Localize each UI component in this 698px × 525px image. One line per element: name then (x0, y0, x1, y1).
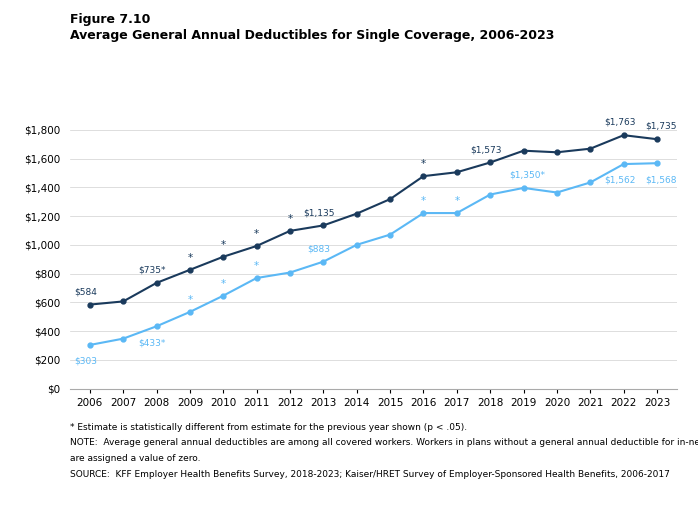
Text: *: * (187, 253, 193, 263)
Text: $1,568: $1,568 (646, 175, 677, 184)
Text: $1,573: $1,573 (470, 145, 502, 154)
Text: $1,350*: $1,350* (510, 171, 546, 180)
Text: *: * (454, 196, 459, 206)
Text: NOTE:  Average general annual deductibles are among all covered workers. Workers: NOTE: Average general annual deductibles… (70, 438, 698, 447)
Text: *: * (254, 261, 259, 271)
Text: *: * (221, 240, 226, 250)
Text: are assigned a value of zero.: are assigned a value of zero. (70, 454, 200, 463)
Text: *: * (421, 159, 426, 169)
Text: * Estimate is statistically different from estimate for the previous year shown : * Estimate is statistically different fr… (70, 423, 467, 432)
Text: $1,562: $1,562 (604, 176, 635, 185)
Text: Figure 7.10: Figure 7.10 (70, 13, 150, 26)
Text: SOURCE:  KFF Employer Health Benefits Survey, 2018-2023; Kaiser/HRET Survey of E: SOURCE: KFF Employer Health Benefits Sur… (70, 470, 669, 479)
Text: *: * (254, 229, 259, 239)
Text: *: * (221, 279, 226, 289)
Text: $303: $303 (74, 357, 97, 366)
Text: $1,763: $1,763 (604, 118, 635, 127)
Text: $883: $883 (308, 244, 331, 253)
Text: *: * (187, 295, 193, 305)
Text: *: * (288, 214, 292, 224)
Text: $1,135: $1,135 (304, 208, 335, 217)
Text: Average General Annual Deductibles for Single Coverage, 2006-2023: Average General Annual Deductibles for S… (70, 29, 554, 42)
Text: $433*: $433* (139, 338, 166, 347)
Text: $1,735: $1,735 (646, 122, 677, 131)
Text: $584: $584 (74, 287, 97, 296)
Text: $735*: $735* (139, 266, 166, 275)
Text: *: * (421, 196, 426, 206)
